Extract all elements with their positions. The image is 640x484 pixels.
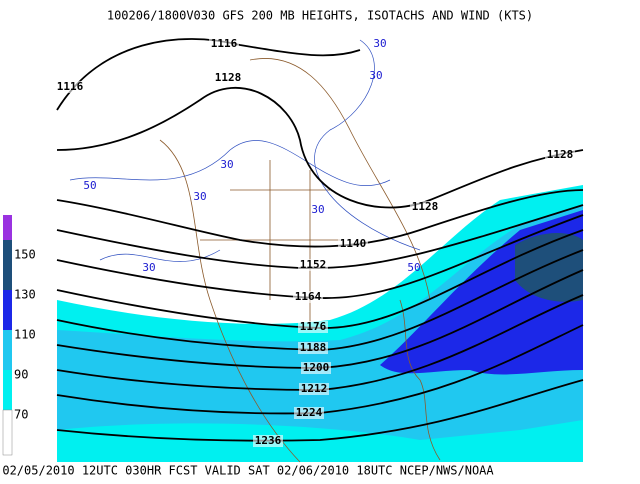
- label-bg: [298, 259, 328, 271]
- bar-label: 70: [14, 408, 28, 422]
- contour-label: 1152: [300, 258, 327, 271]
- color-bar: 150 130 110 90 70: [2, 215, 36, 456]
- label-bg: [298, 321, 328, 333]
- bar-segment: [3, 215, 12, 240]
- contour-label: 1116: [57, 80, 84, 93]
- contour-label: 1224: [296, 406, 323, 419]
- contour-label: 1116: [211, 37, 238, 50]
- bar-label: 90: [14, 368, 28, 382]
- label-bg: [55, 81, 85, 93]
- isotach-label: 50: [407, 261, 420, 274]
- contour-label: 1236: [255, 434, 282, 447]
- label-bg: [338, 238, 368, 250]
- label-bg: [299, 383, 329, 395]
- isotach-label: 30: [193, 190, 206, 203]
- contour-label: 1128: [215, 71, 242, 84]
- contour-labels: 1116 1128 1116 1128 1128 1140 1152 1164 1176 1188…: [55, 37, 575, 447]
- contour-label: 1164: [295, 290, 322, 303]
- bar-labels: 150 130 110 90 70: [14, 248, 36, 422]
- contour-label: 1140: [340, 237, 367, 250]
- isotach-label: 50: [83, 179, 96, 192]
- label-bg: [293, 291, 323, 303]
- bar-segment: [3, 330, 12, 370]
- map-area: 1116 1128 1116 1128 1128 1140 1152 1164 1176 1188…: [55, 32, 584, 463]
- bar-label: 110: [14, 328, 36, 342]
- isotach-label: 30: [142, 261, 155, 274]
- title: 100206/1800V030 GFS 200 MB HEIGHTS, ISOT…: [107, 9, 533, 23]
- label-bg: [410, 201, 440, 213]
- boundaries: [159, 58, 441, 463]
- bar-segment: [3, 240, 12, 290]
- isotach-labels: 30 30 30 30 50 30 50 30: [83, 37, 420, 274]
- label-bg: [213, 72, 243, 84]
- contour-label: 1128: [547, 148, 574, 161]
- bar-segment: [2, 409, 13, 456]
- isotach-label: 30: [373, 37, 386, 50]
- bar-segment: [3, 370, 12, 410]
- footer: 02/05/2010 12UTC 030HR FCST VALID SAT 02…: [2, 464, 494, 478]
- bar-label: 150: [14, 248, 36, 262]
- contour-label: 1128: [412, 200, 439, 213]
- bar-label: 130: [14, 288, 36, 302]
- contour-label: 1200: [303, 361, 330, 374]
- contour-label: 1212: [301, 382, 328, 395]
- label-bg: [253, 435, 283, 447]
- isotach-90: [57, 205, 583, 440]
- label-bg: [298, 342, 328, 354]
- isotach-label: 30: [311, 203, 324, 216]
- label-bg: [209, 38, 239, 50]
- label-bg: [294, 407, 324, 419]
- bar-segment: [3, 290, 12, 330]
- contour-label: 1176: [300, 320, 327, 333]
- label-bg: [301, 362, 331, 374]
- isotach-label: 30: [220, 158, 233, 171]
- contour-label: 1188: [300, 341, 327, 354]
- isotach-label: 30: [369, 69, 382, 82]
- label-bg: [545, 149, 575, 161]
